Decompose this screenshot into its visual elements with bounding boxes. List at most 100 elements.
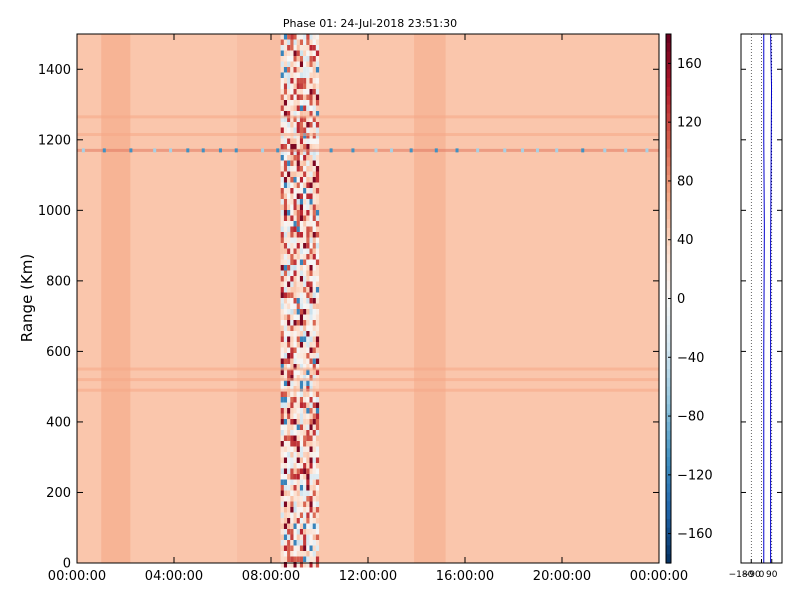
noise-cell [315, 72, 320, 78]
noise-cell [315, 331, 320, 337]
noise-cell [290, 397, 294, 403]
noise-cell [303, 254, 307, 260]
noise-cell [303, 56, 307, 62]
noise-cell [296, 127, 300, 133]
noise-cell [293, 353, 297, 359]
noise-cell [303, 540, 307, 546]
noise-cell [309, 210, 313, 216]
noise-cell [303, 100, 307, 106]
noise-cell [293, 419, 297, 425]
noise-cell [283, 331, 288, 337]
noise-cell [283, 424, 288, 430]
noise-cell [287, 94, 291, 100]
noise-cell [312, 534, 316, 540]
noise-cell [280, 226, 284, 232]
noise-cell [312, 430, 316, 436]
noise-cell [299, 380, 304, 386]
noise-cell [280, 265, 284, 271]
colorbar-segment [666, 448, 671, 458]
colorbar-segment [666, 201, 671, 211]
noise-cell [306, 292, 310, 298]
speckle [555, 148, 559, 153]
noise-cell [315, 226, 320, 232]
noise-cell [283, 298, 288, 304]
noise-cell [293, 545, 297, 551]
noise-cell [280, 441, 284, 447]
noise-cell [309, 518, 313, 524]
noise-cell [280, 298, 284, 304]
noise-cell [299, 254, 304, 260]
noise-cell [303, 204, 307, 210]
noise-cell [296, 243, 300, 249]
noise-cell [290, 507, 294, 513]
noise-cell [296, 166, 300, 172]
noise-cell [315, 276, 320, 282]
noise-cell [287, 507, 291, 513]
noise-cell [290, 485, 294, 491]
noise-cell [312, 270, 316, 276]
noise-cell [315, 232, 320, 238]
noise-cell [306, 309, 310, 315]
noise-cell [290, 391, 294, 397]
noise-cell [296, 523, 300, 529]
noise-cell [309, 160, 313, 166]
noise-cell [312, 342, 316, 348]
noise-cell [312, 45, 316, 51]
noise-cell [309, 276, 313, 282]
noise-cell [293, 397, 297, 403]
noise-cell [303, 463, 307, 469]
noise-cell [315, 347, 320, 353]
speckle [645, 148, 649, 153]
noise-cell [306, 160, 310, 166]
noise-cell [312, 188, 316, 194]
noise-cell [296, 78, 300, 84]
noise-cell [283, 518, 288, 524]
noise-cell [315, 479, 320, 485]
noise-cell [293, 364, 297, 370]
noise-cell [283, 369, 288, 375]
noise-cell [315, 177, 320, 183]
noise-cell [290, 413, 294, 419]
heatmap-band [237, 34, 281, 563]
noise-cell [280, 529, 284, 535]
noise-cell [306, 402, 310, 408]
noise-cell [290, 50, 294, 56]
noise-cell [299, 446, 304, 452]
noise-cell [287, 270, 291, 276]
side-x-tick-label: 90 [766, 570, 778, 580]
noise-cell [290, 177, 294, 183]
noise-cell [315, 408, 320, 414]
noise-cell [299, 215, 304, 221]
heatmap-background [77, 34, 659, 563]
noise-cell [287, 441, 291, 447]
noise-cell [309, 155, 313, 161]
y-axis-title: Range (Km) [18, 254, 36, 342]
noise-cell [283, 138, 288, 144]
speckle [169, 148, 173, 153]
noise-cell [280, 254, 284, 260]
noise-cell [287, 413, 291, 419]
noise-cell [287, 402, 291, 408]
noise-cell [290, 474, 294, 480]
noise-cell [306, 199, 310, 205]
noise-cell [303, 226, 307, 232]
noise-cell [283, 276, 288, 282]
noise-cell [309, 556, 313, 562]
noise-cell [293, 188, 297, 194]
noise-cell [303, 287, 307, 293]
noise-cell [315, 430, 320, 436]
noise-cell [312, 523, 316, 529]
colorbar-segment [666, 42, 671, 53]
noise-cell [309, 452, 313, 458]
noise-cell [296, 56, 300, 62]
noise-cell [303, 34, 307, 40]
noise-cell [293, 446, 297, 452]
noise-cell [287, 468, 291, 474]
noise-cell [290, 540, 294, 546]
noise-cell [312, 122, 316, 128]
noise-cell [306, 391, 310, 397]
noise-cell [315, 254, 320, 260]
noise-cell [290, 468, 294, 474]
noise-cell [312, 210, 316, 216]
noise-cell [293, 496, 297, 502]
